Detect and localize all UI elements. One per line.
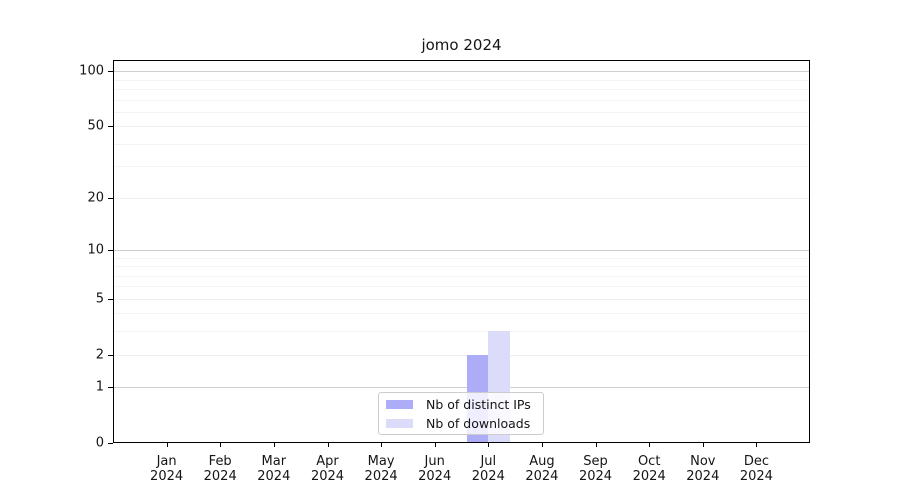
x-tick-month: May: [367, 454, 395, 469]
x-tick-label: Apr 2024: [311, 454, 344, 484]
x-tick-month: Nov: [690, 454, 716, 469]
x-tick-month: Aug: [529, 454, 555, 469]
gridline-minor: [114, 99, 809, 101]
x-tick-year: 2024: [525, 469, 559, 484]
x-tick-label: Jan 2024: [150, 454, 183, 484]
x-tick-mark: [220, 443, 222, 447]
x-tick-label: Jul 2024: [472, 454, 505, 484]
gridline-decade: [114, 249, 809, 251]
x-tick-month: Jun: [424, 454, 445, 469]
x-tick-year: 2024: [310, 469, 345, 484]
y-tick-mark: [108, 443, 113, 444]
y-tick-mark: [108, 354, 113, 356]
legend-label-downloads: Nb of downloads: [426, 415, 531, 431]
x-tick-year: 2024: [471, 469, 505, 484]
x-tick-mark: [756, 443, 758, 447]
x-tick-mark: [595, 443, 597, 447]
x-tick-month: Dec: [743, 454, 769, 469]
x-tick-mark: [327, 443, 329, 447]
y-tick-label: 5: [95, 291, 104, 307]
x-tick-month: Feb: [208, 454, 232, 469]
gridline-minor: [114, 79, 809, 81]
y-tick-label: 20: [87, 190, 104, 206]
legend-entry-downloads: Nb of downloads: [379, 416, 543, 431]
gridline-minor: [114, 313, 809, 315]
y-tick-mark: [108, 197, 113, 199]
x-tick-label: Sep 2024: [579, 454, 612, 484]
x-tick-label: Jun 2024: [418, 454, 451, 484]
x-tick-mark: [702, 443, 704, 447]
x-tick-year: 2024: [739, 469, 773, 484]
y-tick-label: 50: [87, 118, 104, 134]
gridline-minor: [114, 257, 809, 259]
y-tick-mark: [108, 126, 113, 128]
x-tick-mark: [541, 443, 543, 447]
y-tick-label: 10: [87, 242, 104, 258]
chart-title: jomo 2024: [421, 36, 502, 54]
x-tick-mark: [381, 443, 383, 447]
legend: Nb of distinct IPs Nb of downloads: [378, 392, 544, 435]
gridline-major: [114, 197, 809, 199]
x-tick-year: 2024: [632, 469, 666, 484]
y-tick-label: 1: [95, 379, 104, 395]
x-tick-label: Aug 2024: [525, 454, 558, 484]
x-tick-label: Nov 2024: [686, 454, 719, 484]
x-tick-year: 2024: [150, 469, 184, 484]
y-tick-mark: [108, 298, 113, 300]
legend-swatch-downloads: [386, 418, 413, 428]
gridline-minor: [114, 286, 809, 288]
gridline-minor: [114, 111, 809, 113]
x-tick-mark: [273, 443, 275, 447]
gridline-major: [114, 354, 809, 356]
x-tick-month: Apr: [316, 454, 339, 469]
gridline-decade: [114, 71, 809, 73]
x-tick-year: 2024: [364, 469, 398, 484]
x-tick-month: Jan: [156, 454, 177, 469]
gridline-major: [114, 126, 809, 128]
x-tick-mark: [166, 443, 168, 447]
gridline-minor: [114, 266, 809, 267]
x-tick-month: Jul: [480, 454, 497, 469]
gridline-minor: [114, 88, 809, 90]
x-tick-year: 2024: [686, 469, 720, 484]
y-tick-label: 100: [79, 63, 104, 79]
x-tick-year: 2024: [203, 469, 237, 484]
x-tick-mark: [488, 443, 490, 447]
x-tick-month: Mar: [261, 454, 287, 469]
x-tick-month: Oct: [637, 454, 661, 469]
x-tick-year: 2024: [257, 469, 291, 484]
y-tick-mark: [108, 249, 113, 251]
x-tick-month: Sep: [583, 454, 608, 469]
x-tick-year: 2024: [418, 469, 452, 484]
gridline-minor: [114, 331, 809, 333]
legend-label-distinct-ips: Nb of distinct IPs: [426, 396, 531, 412]
x-tick-label: Oct 2024: [633, 454, 666, 484]
gridline-minor: [114, 143, 809, 145]
gridline-minor: [114, 166, 809, 168]
y-tick-label: 0: [95, 435, 104, 451]
x-tick-mark: [434, 443, 436, 447]
legend-entry-distinct-ips: Nb of distinct IPs: [379, 397, 543, 412]
gridline-decade: [114, 387, 809, 389]
gridline-minor: [114, 275, 809, 277]
x-tick-label: Dec 2024: [740, 454, 773, 484]
y-tick-label: 2: [95, 347, 104, 362]
x-tick-year: 2024: [578, 469, 613, 484]
x-tick-label: May 2024: [365, 454, 398, 484]
y-tick-mark: [108, 71, 113, 73]
y-tick-mark: [108, 387, 113, 389]
gridline-major: [114, 298, 809, 300]
x-tick-label: Mar 2024: [257, 454, 290, 484]
legend-swatch-distinct-ips: [386, 399, 413, 409]
x-tick-mark: [649, 443, 651, 447]
x-tick-label: Feb 2024: [204, 454, 237, 484]
